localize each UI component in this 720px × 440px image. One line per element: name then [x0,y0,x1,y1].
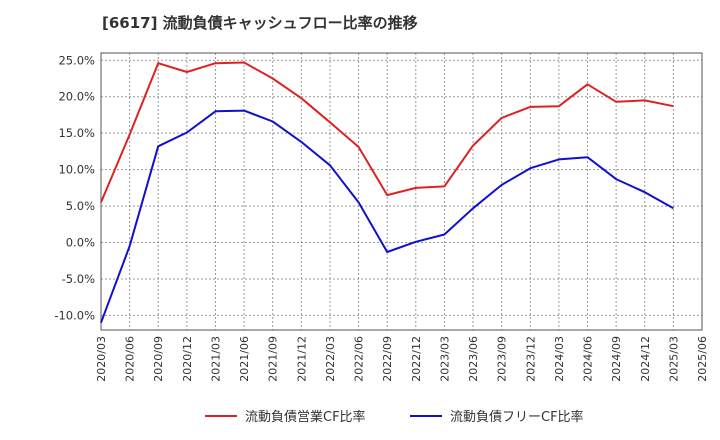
y-tick-label: 20.0% [58,90,95,104]
x-tick-label: 2022/12 [410,336,423,382]
x-tick-label: 2025/06 [696,336,709,382]
x-tick-label: 2023/09 [496,336,509,382]
y-tick-label: -10.0% [54,308,95,322]
x-tick-label: 2023/06 [467,336,480,382]
x-tick-label: 2024/12 [639,336,652,382]
y-axis-ticks: -10.0% -5.0% 0.0% 5.0% 10.0% 15.0% 20.0% 25.0% [54,53,95,322]
x-tick-label: 2020/09 [152,336,165,382]
x-tick-label: 2023/03 [438,336,451,382]
legend: 流動負債営業CF比率 流動負債フリーCF比率 [205,409,584,425]
x-tick-label: 2025/03 [667,336,680,382]
axes [100,52,703,331]
series-lines [100,61,674,324]
x-tick-label: 2021/12 [295,336,308,382]
x-tick-label: 2021/03 [209,336,222,382]
x-tick-label: 2022/06 [353,336,366,382]
x-tick-label: 2022/03 [324,336,337,382]
x-tick-label: 2024/03 [553,336,566,382]
x-tick-label: 2024/06 [582,336,595,382]
legend-label-1: 流動負債営業CF比率 [245,409,366,425]
y-tick-label: -5.0% [62,272,95,286]
chart-title: [6617] 流動負債キャッシュフロー比率の推移 [102,14,418,32]
grid [101,53,702,330]
x-tick-label: 2022/09 [381,336,394,382]
x-tick-label: 2024/09 [610,336,623,382]
x-tick-label: 2020/06 [124,336,137,382]
legend-label-2: 流動負債フリーCF比率 [450,409,584,425]
y-tick-label: 10.0% [58,163,95,177]
x-tick-label: 2020/12 [181,336,194,382]
x-axis-ticks: 2020/03 2020/06 2020/09 2020/12 2021/03 2021/… [95,336,709,382]
y-tick-label: 0.0% [66,236,95,250]
x-tick-label: 2021/09 [267,336,280,382]
y-tick-label: 5.0% [66,199,95,213]
series-line-1 [100,61,674,203]
y-tick-label: 25.0% [58,53,95,67]
x-tick-label: 2020/03 [95,336,108,382]
x-tick-label: 2023/12 [524,336,537,382]
x-tick-label: 2021/06 [238,336,251,382]
plot-frame [100,52,703,331]
y-tick-label: 15.0% [58,126,95,140]
